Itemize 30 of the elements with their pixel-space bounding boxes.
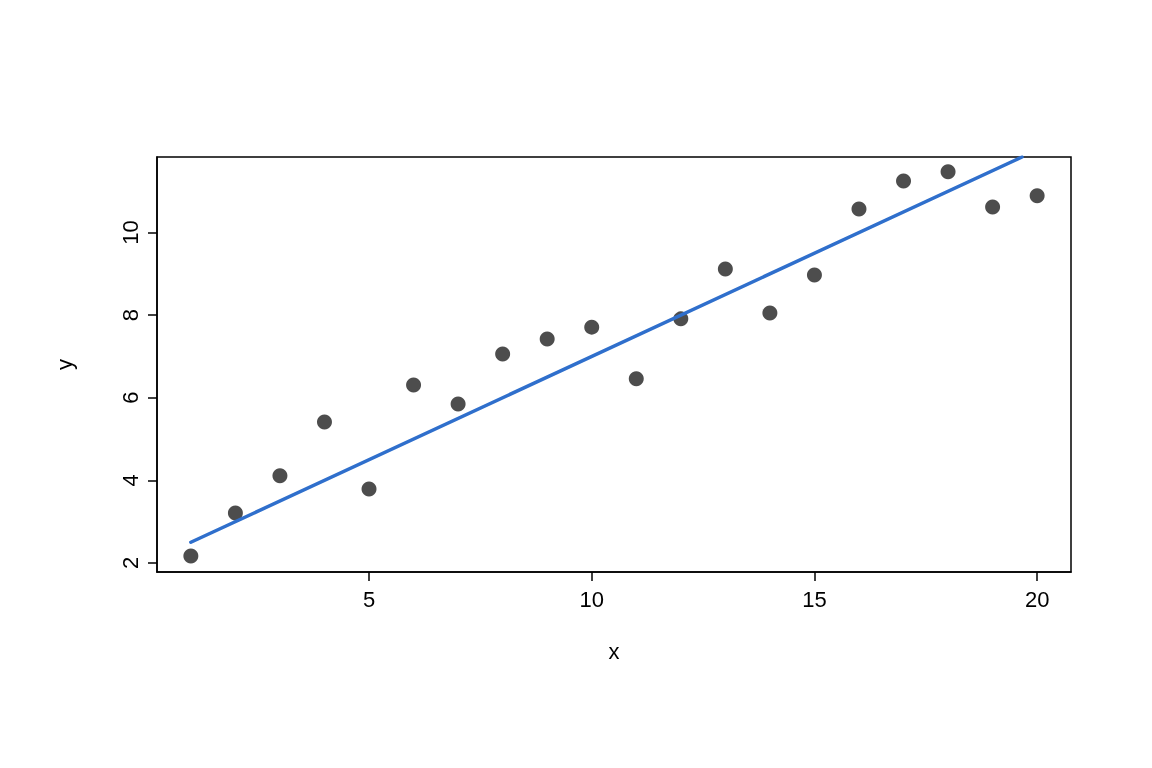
point <box>450 396 466 412</box>
point <box>539 331 555 347</box>
x-tick-label: 10 <box>579 586 604 612</box>
point <box>940 164 956 180</box>
point <box>183 548 199 564</box>
point <box>985 199 1001 215</box>
x-tick-label: 15 <box>802 586 827 612</box>
point <box>762 305 778 321</box>
y-tick-label: 8 <box>117 309 143 322</box>
y-tick-label: 4 <box>117 474 143 487</box>
y-axis-title: y <box>51 359 77 370</box>
point <box>495 346 511 362</box>
point <box>717 261 733 277</box>
y-tick-label: 10 <box>117 220 143 245</box>
point <box>896 173 912 189</box>
y-tick-label: 2 <box>117 556 143 570</box>
x-tick-label: 20 <box>1024 586 1050 612</box>
point <box>628 371 644 387</box>
point <box>272 468 288 484</box>
point <box>361 481 377 497</box>
point <box>406 377 422 393</box>
x-tick-label: 5 <box>362 586 376 612</box>
point <box>806 267 822 283</box>
point <box>851 201 867 217</box>
y-tick-label: 6 <box>117 391 143 404</box>
point <box>584 319 600 335</box>
point <box>316 414 332 430</box>
point <box>227 505 243 521</box>
x-axis-title: x <box>608 638 620 664</box>
point <box>1029 188 1045 204</box>
